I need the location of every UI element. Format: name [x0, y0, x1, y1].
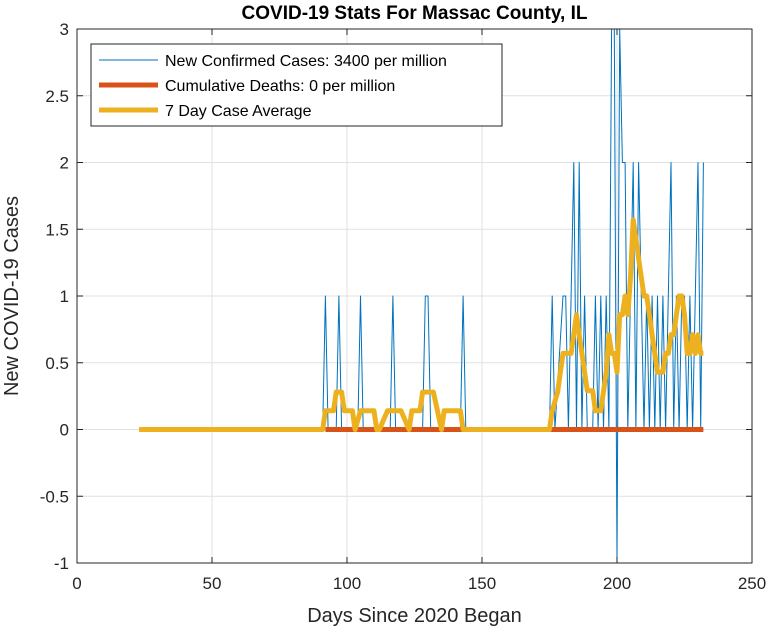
- legend-entry-cumulative-deaths-label: Cumulative Deaths: 0 per million: [165, 78, 395, 95]
- y-tick-label: -0.5: [40, 487, 69, 506]
- y-tick-label: 3: [60, 20, 69, 39]
- chart-title: COVID-19 Stats For Massac County, IL: [242, 3, 588, 24]
- x-tick-label: 150: [468, 574, 496, 593]
- series-7day-average-line: [139, 217, 704, 432]
- axes: 0 50 100 150 200 250 -1 -0.5 0 0.5 1 1.5 2 2.5 3: [40, 20, 766, 593]
- x-tick-label: 50: [203, 574, 222, 593]
- y-tick-label: 2: [60, 154, 69, 173]
- y-tick-label: 1: [60, 287, 69, 306]
- y-tick-label: 0: [60, 421, 69, 440]
- legend-box: [90, 43, 503, 127]
- y-tick-label: 0.5: [45, 354, 69, 373]
- y-tick-label: 2.5: [45, 87, 69, 106]
- y-tick-label: -1: [54, 554, 69, 573]
- x-tick-label: 200: [603, 574, 631, 593]
- legend: New Confirmed Cases: 3400 per million Cum…: [90, 43, 503, 127]
- legend-entry-7day-average-label: 7 Day Case Average: [165, 103, 312, 120]
- plot-area: [139, 28, 704, 564]
- x-tick-label: 0: [72, 574, 81, 593]
- legend-entry-new-cases-label: New Confirmed Cases: 3400 per million: [165, 53, 447, 70]
- x-tick-label: 250: [738, 574, 766, 593]
- x-tick-label: 100: [333, 574, 361, 593]
- y-axis-label: New COVID-19 Cases: [1, 196, 23, 396]
- x-axis-label: Days Since 2020 Began: [307, 605, 522, 627]
- y-tick-label: 1.5: [45, 220, 69, 239]
